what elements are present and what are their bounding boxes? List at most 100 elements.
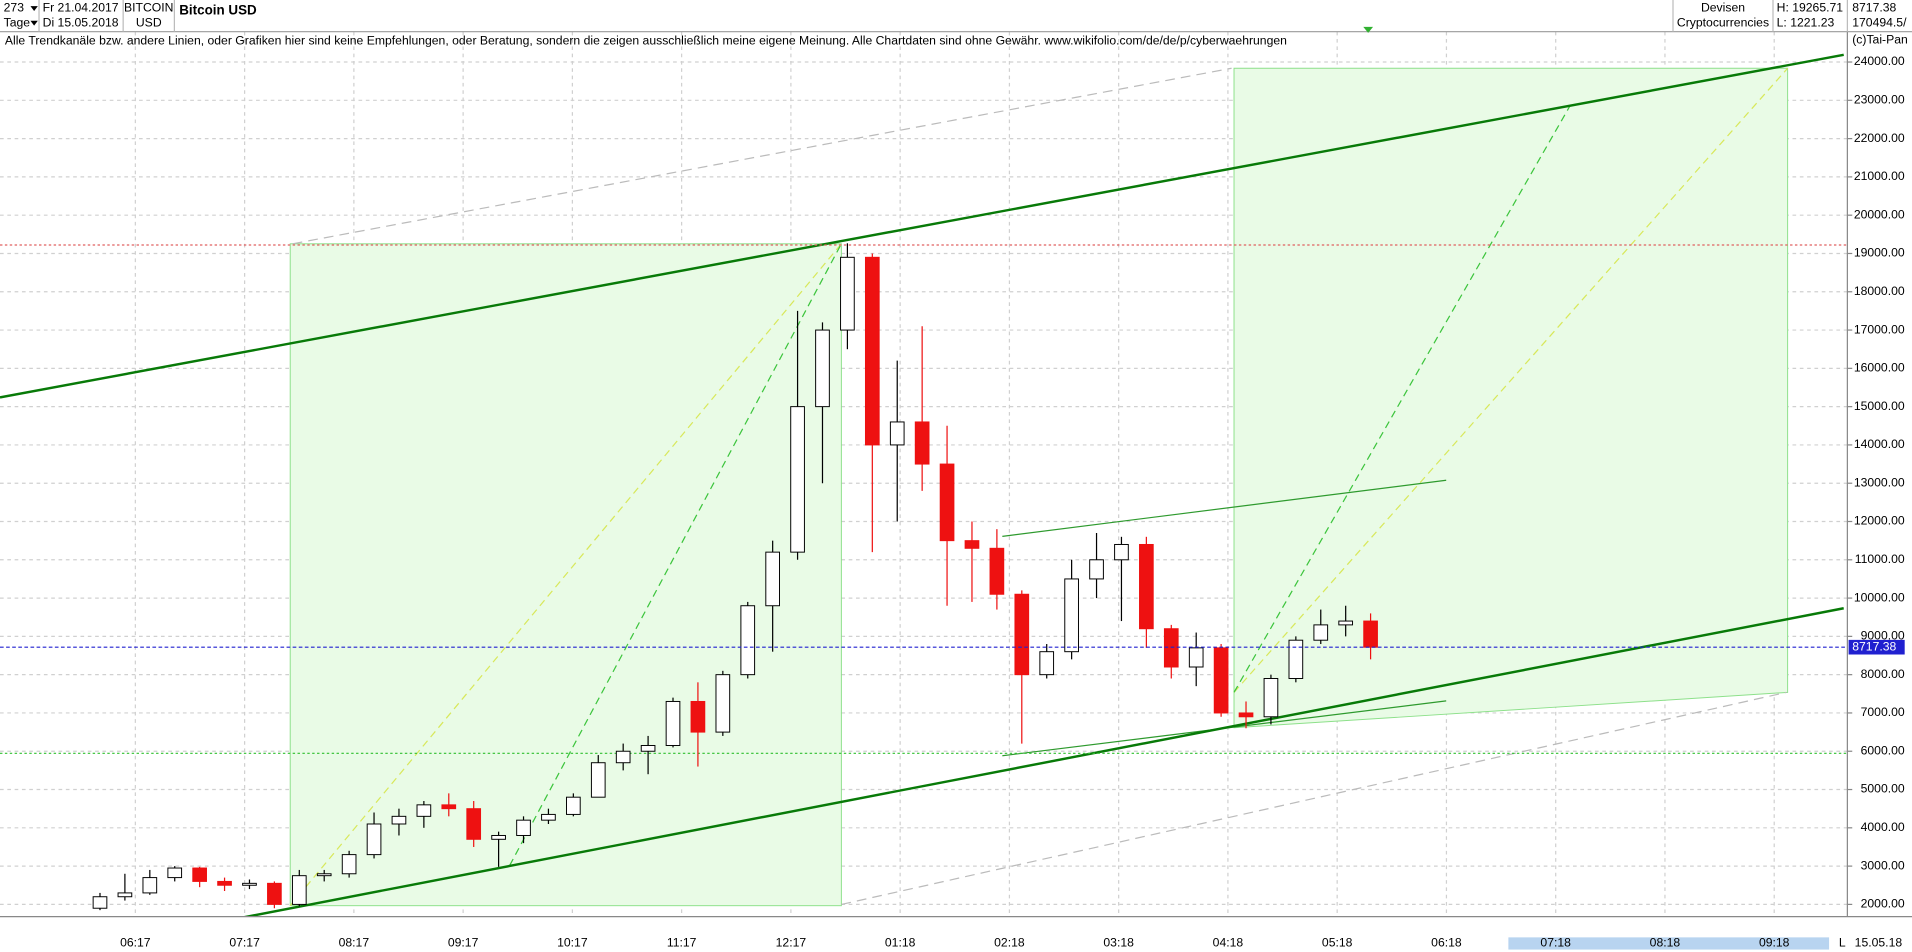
candle-body	[1288, 639, 1304, 679]
low-value: L: 1221.23	[1777, 15, 1835, 29]
candle-body	[715, 674, 731, 733]
y-tick-label: 2000.00	[1861, 897, 1905, 911]
y-tick-label: 16000.00	[1854, 361, 1905, 375]
y-tick-label: 18000.00	[1854, 284, 1905, 298]
range-box	[1233, 67, 1789, 729]
trend-line	[0, 53, 1844, 399]
y-tick-label: 17000.00	[1854, 322, 1905, 336]
candle-body	[765, 551, 781, 607]
unit[interactable]: Tage	[4, 15, 31, 29]
candle-body	[989, 547, 1005, 595]
y-tick-label: 22000.00	[1854, 131, 1905, 145]
trend-line	[1233, 104, 1572, 693]
x-tick-label: 09:18	[1759, 936, 1790, 950]
candle-body	[1039, 651, 1055, 676]
y-tick-label: 13000.00	[1854, 475, 1905, 489]
x-tick-label: 11:17	[667, 936, 697, 950]
candle-body	[864, 256, 880, 446]
scrollbar[interactable]	[1508, 937, 1830, 950]
candle-body	[291, 875, 307, 905]
trend-line	[509, 243, 842, 866]
candle-body	[1338, 620, 1354, 626]
y-tick-label: 12000.00	[1854, 514, 1905, 528]
y-tick-label: 9000.00	[1861, 629, 1905, 643]
candle-body	[1188, 647, 1204, 668]
candle-body	[441, 804, 457, 810]
y-tick-label: 4000.00	[1861, 820, 1905, 834]
candle-body	[341, 854, 357, 875]
candle-body	[1213, 647, 1229, 714]
candle-body	[416, 804, 432, 817]
x-tick-label: 08:17	[339, 936, 370, 950]
candle-body	[1163, 628, 1179, 668]
trend-line	[1002, 479, 1447, 537]
currency: USD	[136, 15, 162, 29]
candle-body	[142, 877, 158, 894]
x-tick-label: 04:18	[1213, 936, 1244, 950]
candle-body	[690, 700, 706, 733]
y-tick-label: 14000.00	[1854, 437, 1905, 451]
candle-body	[192, 867, 207, 882]
candle-body	[939, 463, 955, 542]
candle-body	[889, 421, 905, 446]
y-tick-label: 8000.00	[1861, 667, 1905, 681]
x-tick-label: 03:18	[1103, 936, 1134, 950]
y-tick-label: 21000.00	[1854, 169, 1905, 183]
candle-body	[740, 605, 756, 676]
disclaimer: Alle Trendkanäle bzw. andere Linien, ode…	[5, 34, 1287, 48]
trend-line	[841, 691, 1787, 906]
x-tick-label: 02:18	[994, 936, 1025, 950]
x-tick-label: 05:18	[1322, 936, 1353, 950]
candle-body	[217, 880, 232, 886]
dropdown-arrow[interactable]	[30, 20, 38, 26]
candle-body	[366, 823, 382, 856]
period[interactable]: 273	[4, 1, 25, 15]
x-tick-label: 01:18	[885, 936, 916, 950]
drawings	[0, 53, 1848, 938]
candle-body	[1139, 543, 1154, 630]
candle-body	[1238, 712, 1254, 718]
candle-body	[964, 540, 980, 549]
trend-line	[1233, 67, 1789, 693]
y-tick-label: 19000.00	[1854, 246, 1905, 260]
candle-body	[541, 813, 556, 821]
trend-line	[292, 67, 1232, 245]
marker	[1363, 26, 1374, 33]
y-axis-labels: 2000.00 3000.00 4000.00 5000.00 6000.00 7000.…	[1847, 54, 1905, 911]
candle-body	[1114, 543, 1129, 561]
candle-body	[167, 867, 183, 879]
candle-body	[790, 406, 805, 553]
last-value: 8717.38	[1852, 1, 1896, 15]
candle-body	[516, 819, 531, 836]
candle-body	[391, 815, 407, 825]
from-date: Fr 21.04.2017	[43, 1, 119, 15]
candle-body	[267, 882, 282, 905]
symbol: BITCOIN	[124, 1, 173, 15]
market: Devisen	[1701, 1, 1745, 15]
y-tick-label: 6000.00	[1861, 743, 1905, 757]
last-price-box	[1848, 639, 1905, 655]
y-tick-label: 3000.00	[1861, 858, 1905, 872]
trend-line	[146, 607, 1844, 938]
copyright: (c)Tai-Pan	[1852, 32, 1908, 46]
footer-date: 15.05.18	[1855, 936, 1903, 950]
y-tick-label: 10000.00	[1854, 590, 1905, 604]
candle-body	[1014, 593, 1030, 676]
high-value: H: 19265.71	[1777, 1, 1844, 15]
x-tick-label: 06:18	[1431, 936, 1462, 950]
x-tick-label: 08:18	[1650, 936, 1681, 950]
x-tick-label: 06:17	[120, 936, 151, 950]
dropdown-arrow[interactable]	[30, 6, 38, 11]
candle-body	[466, 808, 482, 840]
instrument-name: Bitcoin USD	[179, 3, 257, 18]
candle-body	[242, 882, 257, 886]
y-tick-label: 7000.00	[1861, 705, 1905, 719]
candle-body	[1313, 624, 1329, 641]
candle-body	[1089, 559, 1104, 580]
y-tick-label: 15000.00	[1854, 399, 1905, 413]
candle-body	[1363, 620, 1378, 648]
candle-body	[491, 834, 506, 840]
x-tick-label: 09:17	[448, 936, 479, 950]
